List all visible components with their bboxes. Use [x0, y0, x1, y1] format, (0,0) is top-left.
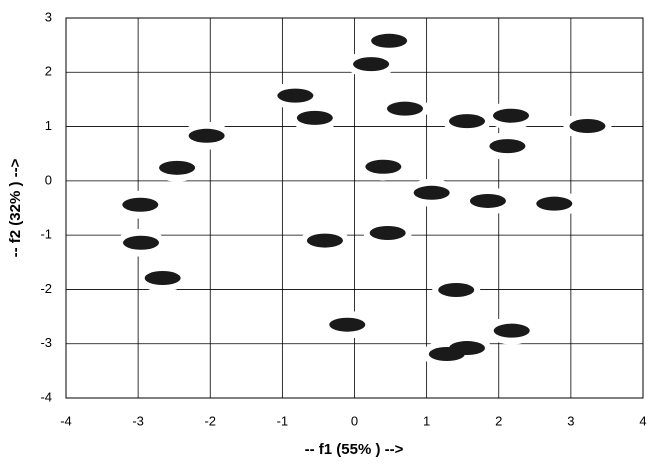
- y-tick-label: 2: [45, 64, 52, 79]
- y-tick-label: -1: [40, 227, 52, 242]
- point: [438, 282, 475, 297]
- point: [353, 57, 390, 72]
- y-tick-label: 3: [45, 9, 52, 24]
- point: [449, 341, 486, 356]
- x-tick-label: -4: [60, 413, 72, 428]
- point: [413, 185, 450, 200]
- point: [493, 323, 530, 338]
- point: [122, 197, 159, 212]
- point: [329, 317, 366, 332]
- x-tick-label: -1: [277, 413, 289, 428]
- y-axis-title: -- f2 (32% ) -->: [7, 158, 24, 257]
- point: [386, 101, 423, 116]
- point: [365, 159, 402, 174]
- x-tick-label: 3: [567, 413, 574, 428]
- point: [296, 110, 333, 125]
- x-tick-label: 0: [351, 413, 358, 428]
- point: [306, 233, 343, 248]
- x-axis-title: -- f1 (55% ) -->: [305, 441, 404, 458]
- point: [144, 271, 181, 286]
- point: [536, 196, 573, 211]
- point: [469, 193, 506, 208]
- y-tick-label: -2: [40, 281, 52, 296]
- point: [569, 119, 606, 134]
- point: [449, 114, 486, 129]
- y-tick-label: -3: [40, 335, 52, 350]
- point: [188, 128, 225, 143]
- x-tick-label: -3: [132, 413, 144, 428]
- x-tick-label: -2: [204, 413, 216, 428]
- x-tick-label: 1: [423, 413, 430, 428]
- x-tick-label: 2: [495, 413, 502, 428]
- point: [489, 139, 526, 154]
- point: [123, 235, 160, 250]
- y-tick-label: -4: [40, 389, 52, 404]
- point: [371, 33, 408, 48]
- x-tick-label: 4: [639, 413, 646, 428]
- point: [493, 108, 530, 123]
- y-tick-label: 1: [45, 118, 52, 133]
- point: [159, 160, 196, 175]
- point: [369, 225, 406, 240]
- y-tick-label: 0: [45, 172, 52, 187]
- point: [277, 88, 314, 103]
